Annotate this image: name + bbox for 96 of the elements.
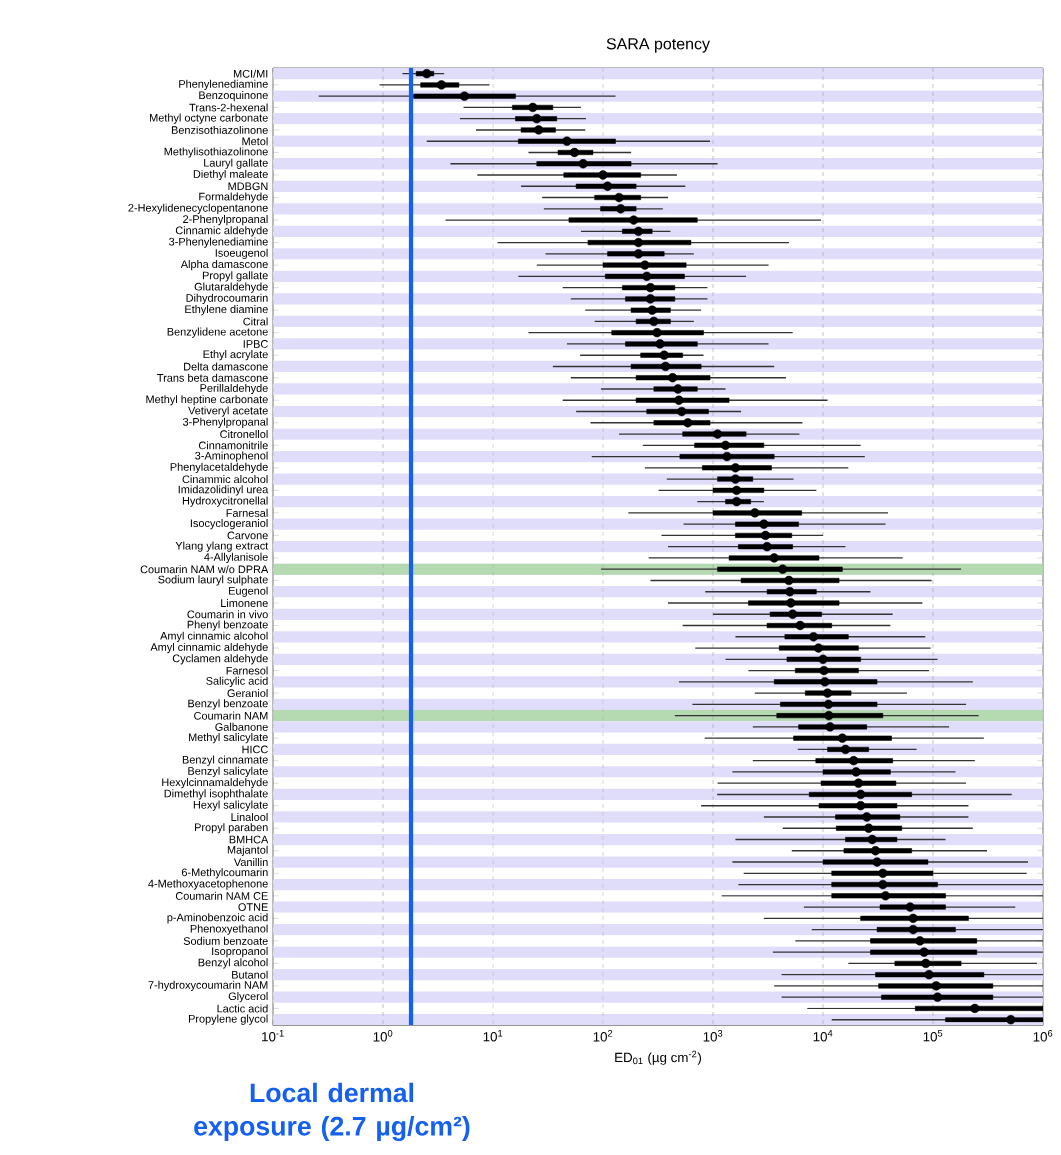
- y-tick-label: Dimethyl isophthalate: [164, 789, 268, 800]
- x-tick-label: 10$^{4}$: [813, 1030, 833, 1042]
- y-tick-label: Coumarin in vivo: [187, 610, 268, 619]
- y-tick-label: Propylene glycol: [188, 1014, 268, 1025]
- y-tick-label: Benzoquinone: [199, 91, 268, 102]
- y-tick-label: Farnesal: [226, 508, 268, 517]
- y-tick-label: Propyl paraben: [195, 823, 268, 834]
- y-tick-label: 3-Phenylenediamine: [169, 237, 268, 248]
- y-tick-label: Salicylic acid: [206, 676, 268, 687]
- y-tick-label: Benzyl cinnamate: [182, 755, 268, 766]
- y-tick-label: Eugenol: [229, 586, 268, 597]
- y-tick-label: 7-hydroxycoumarin NAM: [148, 980, 268, 992]
- y-tick-label: Perillaldehyde: [200, 383, 268, 395]
- y-tick-label: Imidazolidinyl urea: [178, 485, 269, 496]
- y-tick-label: Geraniol: [227, 689, 268, 698]
- y-tick-label: Hexylcinnamaldehyde: [162, 778, 268, 789]
- y-tick-label: Butanol: [232, 970, 268, 979]
- x-tick-label: 10$^{6}$: [1033, 1030, 1053, 1042]
- y-tick-label: Phenyl benzoate: [187, 620, 268, 631]
- y-tick-label: Phenylacetaldehyde: [170, 462, 268, 473]
- y-tick-label: Isoeugenol: [215, 248, 268, 259]
- y-tick-label: Phenoxyethanol: [190, 924, 268, 935]
- y-tick-label: HICC: [242, 745, 268, 754]
- y-tick-label: Benzisothiazolinone: [171, 125, 268, 134]
- y-tick-label: Vetiveryl acetate: [188, 406, 268, 417]
- x-tick-label: 10$^{5}$: [923, 1030, 943, 1042]
- y-tick-label: Ethylene diamine: [185, 305, 268, 316]
- y-tick-label: Benzyl benzoate: [188, 699, 268, 710]
- y-tick-label: Limonene: [221, 598, 268, 607]
- y-tick-label: Carvone: [227, 531, 268, 540]
- y-tick-label: MCI/MI: [233, 69, 268, 78]
- y-tick-label: Vanillin: [233, 858, 268, 867]
- ref-line-label: Local dermal exposure (2.7 µg/cm²): [194, 1082, 470, 1142]
- y-tick-label: Hexyl salicylate: [193, 800, 268, 811]
- y-tick-label: Linalool: [231, 812, 268, 821]
- y-tick-label: Diethyl maleate: [193, 169, 268, 181]
- y-tick-label: Citral: [243, 317, 268, 326]
- y-tick-label: Methyl heptine carbonate: [146, 395, 268, 406]
- y-tick-label: 3-Phenylpropanal: [183, 417, 268, 428]
- y-tick-label: Glycerol: [228, 992, 268, 1003]
- x-tick-label: 10$^{-1}$: [262, 1030, 284, 1042]
- y-tick-label: 4-Allylanisole: [204, 552, 268, 564]
- y-tick-label: Ylang ylang extract: [175, 541, 269, 552]
- y-tick-label: Alpha damascone: [180, 260, 268, 271]
- y-tick-label: 6-Methylcoumarin: [181, 868, 268, 879]
- y-tick-label: Trans beta damascone: [157, 373, 268, 382]
- y-tick-label: p-Aminobenzoic acid: [167, 913, 268, 924]
- y-tick-label: Methyl octyne carbonate: [150, 113, 268, 124]
- y-tick-label: Farnesol: [226, 666, 268, 675]
- y-tick-label: Sodium lauryl sulphate: [158, 575, 268, 586]
- y-tick-label: Delta damascone: [184, 362, 268, 371]
- chart-title: SARA potency: [606, 38, 710, 53]
- y-tick-label: Coumarin NAM w/o DPRA: [140, 565, 269, 574]
- x-tick-label: 10$^{3}$: [703, 1030, 723, 1042]
- y-tick-label: Benzyl alcohol: [198, 958, 268, 969]
- y-tick-label: MDBGN: [228, 182, 268, 191]
- y-tick-label: 2-Phenylpropanal: [183, 214, 268, 226]
- y-tick-label: Dihydrocoumarin: [186, 293, 268, 304]
- y-tick-label: Isocyclogeraniol: [190, 519, 268, 530]
- y-tick-label: 3-Aminophenol: [195, 451, 268, 462]
- y-tick-label: Benzyl salicylate: [188, 766, 268, 778]
- y-tick-label: BMHCA: [229, 835, 269, 844]
- x-tick-label: 10$^{1}$: [483, 1030, 503, 1042]
- y-tick-label: Propyl gallate: [202, 271, 268, 282]
- y-tick-label: Majantol: [227, 845, 268, 856]
- x-tick-label: 10$^{0}$: [373, 1030, 393, 1042]
- y-tick-label: 4-Methoxyacetophenone: [148, 879, 268, 890]
- y-tick-label: Amyl cinnamic alcohol: [160, 631, 268, 642]
- y-tick-label: Formaldehyde: [199, 192, 268, 203]
- y-tick-label: 2-Hexylidenecyclopentanone: [128, 203, 268, 214]
- y-tick-label: Trans-2-hexenal: [189, 103, 268, 112]
- x-axis-title: ED$_{01}$ (µg cm$^{-2}$): [615, 1050, 702, 1065]
- y-tick-label: Coumarin NAM: [194, 711, 268, 720]
- y-tick-label: Coumarin NAM CE: [175, 891, 268, 900]
- y-tick-label: Metol: [242, 137, 268, 146]
- y-tick-label: Cinammic alcohol: [182, 475, 268, 484]
- x-tick-label: 10$^{2}$: [593, 1030, 613, 1042]
- y-tick-label: Amyl cinnamic aldehyde: [150, 642, 268, 654]
- y-tick-label: Galbanone: [215, 722, 268, 731]
- y-tick-label: Phenylenediamine: [179, 79, 268, 91]
- y-tick-label: Isopropanol: [212, 947, 268, 958]
- y-tick-label: Cyclamen aldehyde: [172, 654, 268, 665]
- y-tick-label: Sodium benzoate: [183, 936, 268, 945]
- y-tick-label: Benzylidene acetone: [167, 327, 268, 338]
- y-tick-label: Ethyl acrylate: [203, 350, 268, 361]
- y-tick-label: Cinnamic aldehyde: [175, 226, 268, 237]
- y-tick-label: Methylisothiazolinone: [164, 147, 268, 158]
- y-tick-label: OTNE: [238, 903, 268, 911]
- y-tick-label: Hydroxycitronellal: [182, 496, 268, 507]
- y-tick-label: Lauryl gallate: [204, 158, 268, 169]
- y-tick-label: Glutaraldehyde: [194, 282, 268, 293]
- y-tick-label: Citronellol: [220, 430, 268, 439]
- y-tick-label: Cinnamonitrile: [198, 441, 268, 450]
- y-tick-label: Lactic acid: [217, 1004, 268, 1013]
- y-tick-label: Methyl salicylate: [188, 733, 268, 744]
- y-tick-label: IPBC: [243, 340, 268, 348]
